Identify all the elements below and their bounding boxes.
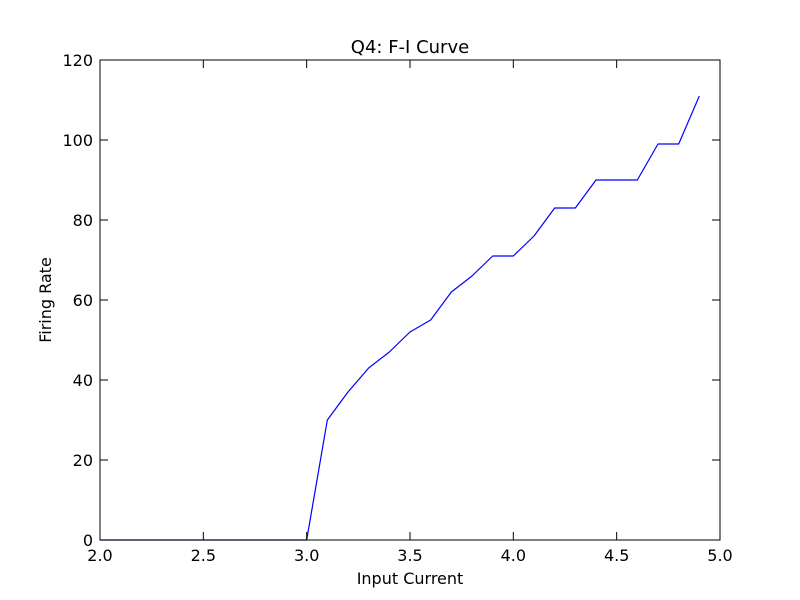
x-tick-label: 2.5 [191, 546, 216, 565]
x-tick-label: 3.5 [397, 546, 422, 565]
chart-title: Q4: F-I Curve [351, 37, 469, 58]
y-tick-label: 0 [83, 531, 93, 550]
y-axis-label: Firing Rate [36, 257, 55, 343]
x-tick-label: 4.0 [501, 546, 526, 565]
y-tick-label: 100 [62, 131, 93, 150]
y-tick-label: 80 [73, 211, 93, 230]
x-tick-label: 4.5 [604, 546, 629, 565]
x-tick-label: 2.0 [87, 546, 112, 565]
plot-frame [99, 59, 721, 541]
x-tick-label: 5.0 [707, 546, 732, 565]
y-tick-label: 120 [62, 51, 93, 70]
y-tick-label: 60 [73, 291, 93, 310]
tick-layer: 2.0 2.5 3.0 3.5 4.0 4.5 5.0 0 20 40 60 80 100 120 [62, 51, 732, 565]
x-axis-label: Input Current [357, 569, 464, 588]
x-tick-label: 3.0 [294, 546, 319, 565]
y-tick-label: 40 [73, 371, 93, 390]
plot-area [100, 60, 720, 540]
y-tick-label: 20 [73, 451, 93, 470]
